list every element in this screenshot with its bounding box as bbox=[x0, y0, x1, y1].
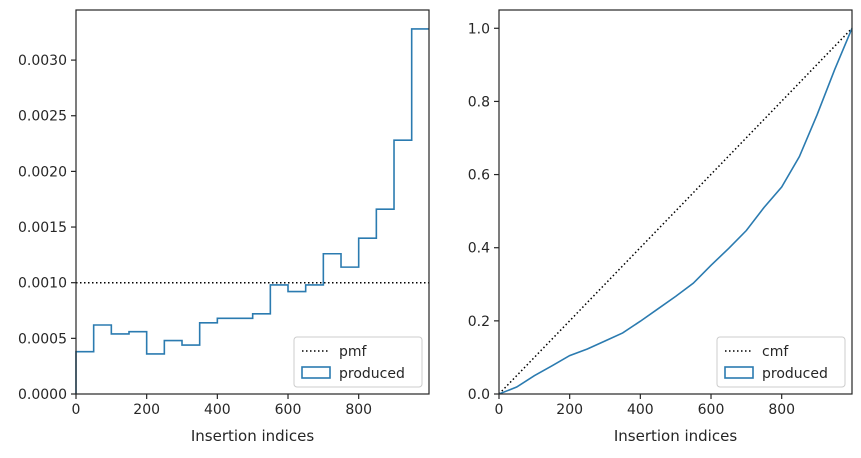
y-tick-label: 0.4 bbox=[468, 241, 490, 257]
x-tick-label: 0 bbox=[72, 402, 81, 418]
y-tick-label: 0.0 bbox=[468, 387, 490, 403]
x-axis-label: Insertion indices bbox=[191, 427, 314, 445]
y-tick-label: 0.6 bbox=[468, 168, 490, 184]
x-tick-label: 600 bbox=[275, 402, 302, 418]
y-tick-label: 0.8 bbox=[468, 94, 490, 110]
legend-label-pmf: pmf bbox=[339, 344, 368, 360]
y-tick-label: 0.0010 bbox=[18, 276, 67, 292]
cmf-chart-panel: 0 200 400 600 800 0.0 0.2 0.4 0.6 0.8 1.0 Insertion… bbox=[468, 9, 853, 445]
legend-box bbox=[293, 336, 423, 388]
axes-frame bbox=[75, 9, 430, 395]
series-produced-line bbox=[75, 28, 429, 394]
x-tick-label: 200 bbox=[133, 402, 160, 418]
y-tick-label: 1.0 bbox=[468, 21, 490, 37]
legend: cmf produced bbox=[716, 336, 846, 388]
x-tick-label: 0 bbox=[495, 402, 504, 418]
axes-frame bbox=[498, 9, 853, 395]
legend-box bbox=[716, 336, 846, 388]
y-tick-label: 0.0005 bbox=[18, 331, 67, 347]
legend: pmf produced bbox=[293, 336, 423, 388]
y-tick-label: 0.0030 bbox=[18, 53, 67, 69]
x-tick-label: 200 bbox=[556, 402, 583, 418]
legend-label-cmf: cmf bbox=[762, 344, 789, 360]
x-tick-label: 400 bbox=[627, 402, 654, 418]
x-tick-label: 800 bbox=[768, 402, 795, 418]
legend-swatch-produced bbox=[301, 366, 331, 379]
series-produced-line bbox=[498, 27, 853, 395]
x-tick-label: 600 bbox=[698, 402, 725, 418]
y-tick-label: 0.0015 bbox=[18, 220, 67, 236]
y-tick-label: 0.0000 bbox=[18, 387, 67, 403]
legend-swatch-produced bbox=[724, 366, 754, 379]
pmf-chart-panel: 0 200 400 600 800 0.0000 0.0005 0.0010 0.0015 0.0… bbox=[18, 9, 430, 445]
x-axis-label: Insertion indices bbox=[614, 427, 737, 445]
y-tick-label: 0.2 bbox=[468, 314, 490, 330]
legend-label-produced: produced bbox=[339, 366, 405, 382]
y-tick-label: 0.0020 bbox=[18, 164, 67, 180]
y-tick-label: 0.0025 bbox=[18, 109, 67, 125]
series-cmf-line bbox=[498, 27, 853, 395]
x-tick-label: 800 bbox=[345, 402, 372, 418]
legend-label-produced: produced bbox=[762, 366, 828, 382]
x-tick-label: 400 bbox=[204, 402, 231, 418]
